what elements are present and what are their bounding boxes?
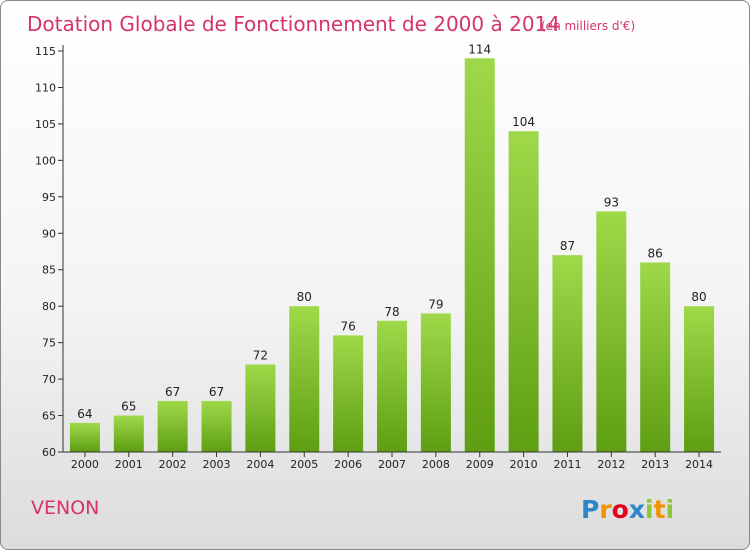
logo-letter: i (645, 495, 654, 524)
x-tick-label: 2011 (553, 458, 581, 471)
x-tick-label: 2006 (334, 458, 362, 471)
logo-letter: r (599, 495, 612, 524)
bars-group: 64 65 67 67 72 80 76 78 79 114 104 87 93 86 80 (69, 42, 715, 453)
bar-2006 (333, 335, 364, 452)
bar-2003 (201, 400, 232, 452)
bar-2012 (596, 211, 627, 452)
logo-letter: i (666, 495, 675, 524)
y-tick-label: 80 (42, 300, 56, 313)
data-label-2012: 93 (604, 195, 619, 209)
y-tick-label: 105 (35, 118, 56, 131)
x-tick-label: 2009 (466, 458, 494, 471)
logo-letter: o (612, 495, 629, 524)
x-tick-label: 2002 (159, 458, 187, 471)
x-tick-label: 2000 (71, 458, 99, 471)
x-tick-label: 2003 (203, 458, 231, 471)
logo-letter: t (654, 495, 666, 524)
bar-2010 (508, 131, 539, 452)
x-tick-label: 2012 (597, 458, 625, 471)
commune-name: VENON (31, 497, 99, 519)
data-label-2009: 114 (468, 42, 491, 56)
proxiti-logo: Proxiti (581, 495, 674, 524)
data-label-2011: 87 (560, 239, 575, 253)
data-label-2013: 86 (648, 246, 663, 260)
bar-2007 (377, 320, 407, 452)
data-label-2007: 78 (384, 305, 399, 319)
y-tick-label: 85 (42, 264, 56, 277)
bar-2008 (420, 313, 451, 452)
chart-title: Dotation Globale de Fonctionnement de 20… (27, 12, 560, 36)
x-tick-label: 2001 (115, 458, 143, 471)
y-tick-label: 65 (42, 410, 56, 423)
x-tick-label: 2008 (422, 458, 450, 471)
data-label-2000: 64 (77, 407, 92, 421)
data-label-2001: 65 (121, 400, 136, 414)
bar-2004 (245, 364, 276, 452)
chart-subtitle: (en milliers d'€) (541, 19, 635, 33)
bar-2013 (640, 262, 671, 452)
data-label-2006: 76 (340, 319, 355, 333)
x-tick-label: 2013 (641, 458, 669, 471)
x-tick-label: 2007 (378, 458, 406, 471)
data-label-2010: 104 (512, 115, 535, 129)
bar-2009 (464, 58, 495, 453)
x-tick-label: 2014 (685, 458, 713, 471)
y-tick-label: 90 (42, 227, 56, 240)
bar-2000 (69, 422, 100, 452)
data-label-2002: 67 (165, 385, 180, 399)
bar-2002 (157, 400, 188, 452)
y-tick-label: 60 (42, 446, 56, 459)
bar-2001 (113, 415, 144, 452)
logo-letter: P (581, 495, 599, 524)
y-tick-label: 115 (35, 45, 56, 58)
data-label-2014: 80 (691, 290, 706, 304)
x-axis: 2000 2001 2002 2003 2004 2005 2006 2007 2008 2009… (63, 451, 721, 471)
data-label-2008: 79 (428, 297, 443, 311)
y-axis: 60 65 70 75 80 85 90 95 100 105 110 115 (35, 45, 64, 459)
y-tick-label: 75 (42, 337, 56, 350)
bar-2014 (684, 306, 715, 452)
x-tick-label: 2004 (246, 458, 274, 471)
y-tick-label: 95 (42, 191, 56, 204)
bar-2005 (289, 306, 320, 452)
data-label-2005: 80 (297, 290, 312, 304)
logo-letter: x (629, 495, 645, 524)
bar-2011 (552, 255, 583, 452)
y-tick-label: 110 (35, 81, 56, 94)
y-tick-label: 70 (42, 373, 56, 386)
y-tick-label: 100 (35, 154, 56, 167)
x-tick-label: 2010 (510, 458, 538, 471)
x-tick-label: 2005 (290, 458, 318, 471)
data-label-2004: 72 (253, 349, 268, 363)
data-label-2003: 67 (209, 385, 224, 399)
